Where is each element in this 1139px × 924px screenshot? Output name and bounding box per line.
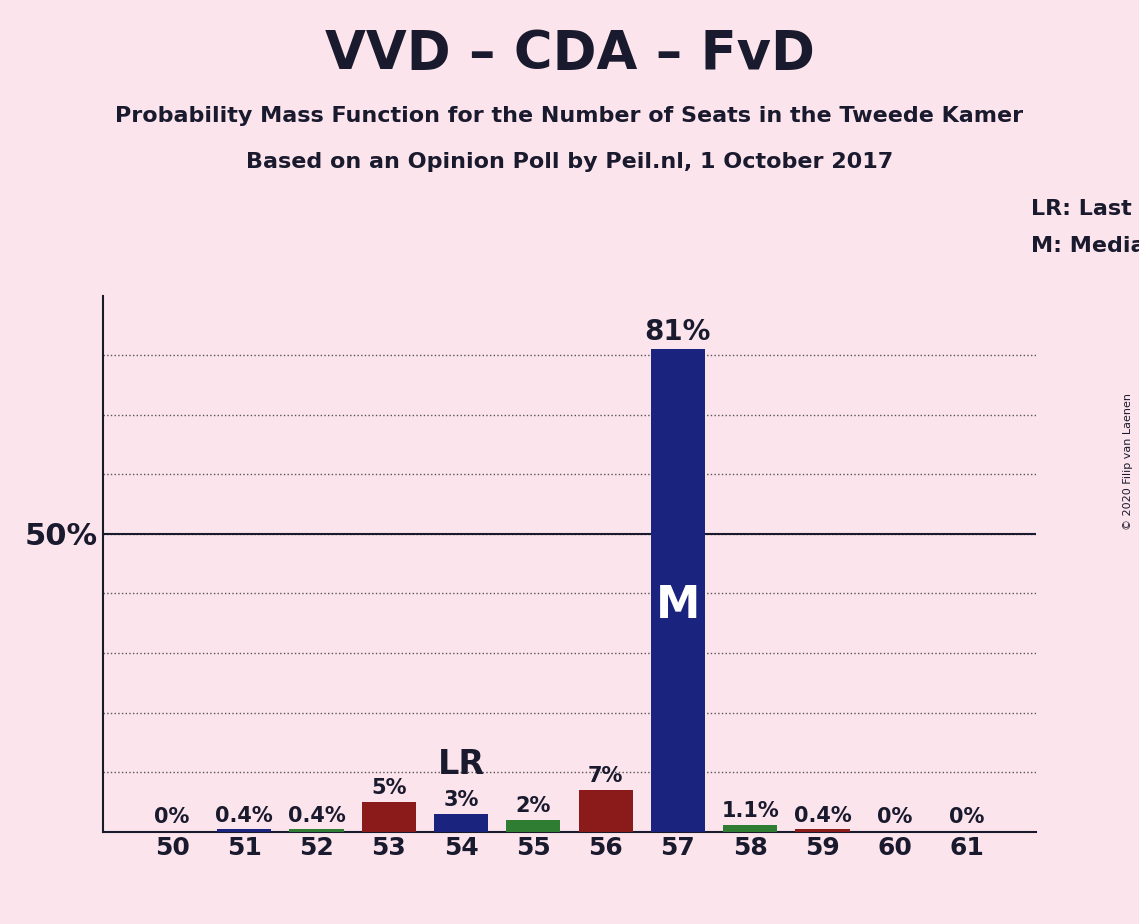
Bar — [650, 349, 705, 832]
Bar — [434, 814, 489, 832]
Bar — [362, 802, 416, 832]
Text: 5%: 5% — [371, 778, 407, 798]
Text: Based on an Opinion Poll by Peil.nl, 1 October 2017: Based on an Opinion Poll by Peil.nl, 1 O… — [246, 152, 893, 173]
Text: 3%: 3% — [443, 790, 478, 810]
Text: 0%: 0% — [155, 807, 190, 827]
Text: 0.4%: 0.4% — [794, 806, 851, 826]
Bar — [506, 820, 560, 832]
Text: VVD – CDA – FvD: VVD – CDA – FvD — [325, 28, 814, 79]
Text: 81%: 81% — [645, 318, 711, 346]
Text: M: Median: M: Median — [1031, 236, 1139, 256]
Text: 0.4%: 0.4% — [288, 806, 345, 826]
Text: LR: LR — [437, 748, 485, 781]
Text: Probability Mass Function for the Number of Seats in the Tweede Kamer: Probability Mass Function for the Number… — [115, 106, 1024, 127]
Text: M: M — [656, 584, 700, 626]
Text: 1.1%: 1.1% — [721, 801, 779, 821]
Text: 0.4%: 0.4% — [215, 806, 273, 826]
Bar — [289, 829, 344, 832]
Bar — [723, 825, 777, 832]
Text: 2%: 2% — [516, 796, 551, 816]
Bar — [579, 790, 633, 832]
Bar — [795, 829, 850, 832]
Text: 0%: 0% — [877, 807, 912, 827]
Text: © 2020 Filip van Laenen: © 2020 Filip van Laenen — [1123, 394, 1133, 530]
Text: LR: Last Result: LR: Last Result — [1031, 199, 1139, 219]
Text: 7%: 7% — [588, 766, 623, 786]
Text: 0%: 0% — [949, 807, 984, 827]
Bar — [218, 829, 271, 832]
